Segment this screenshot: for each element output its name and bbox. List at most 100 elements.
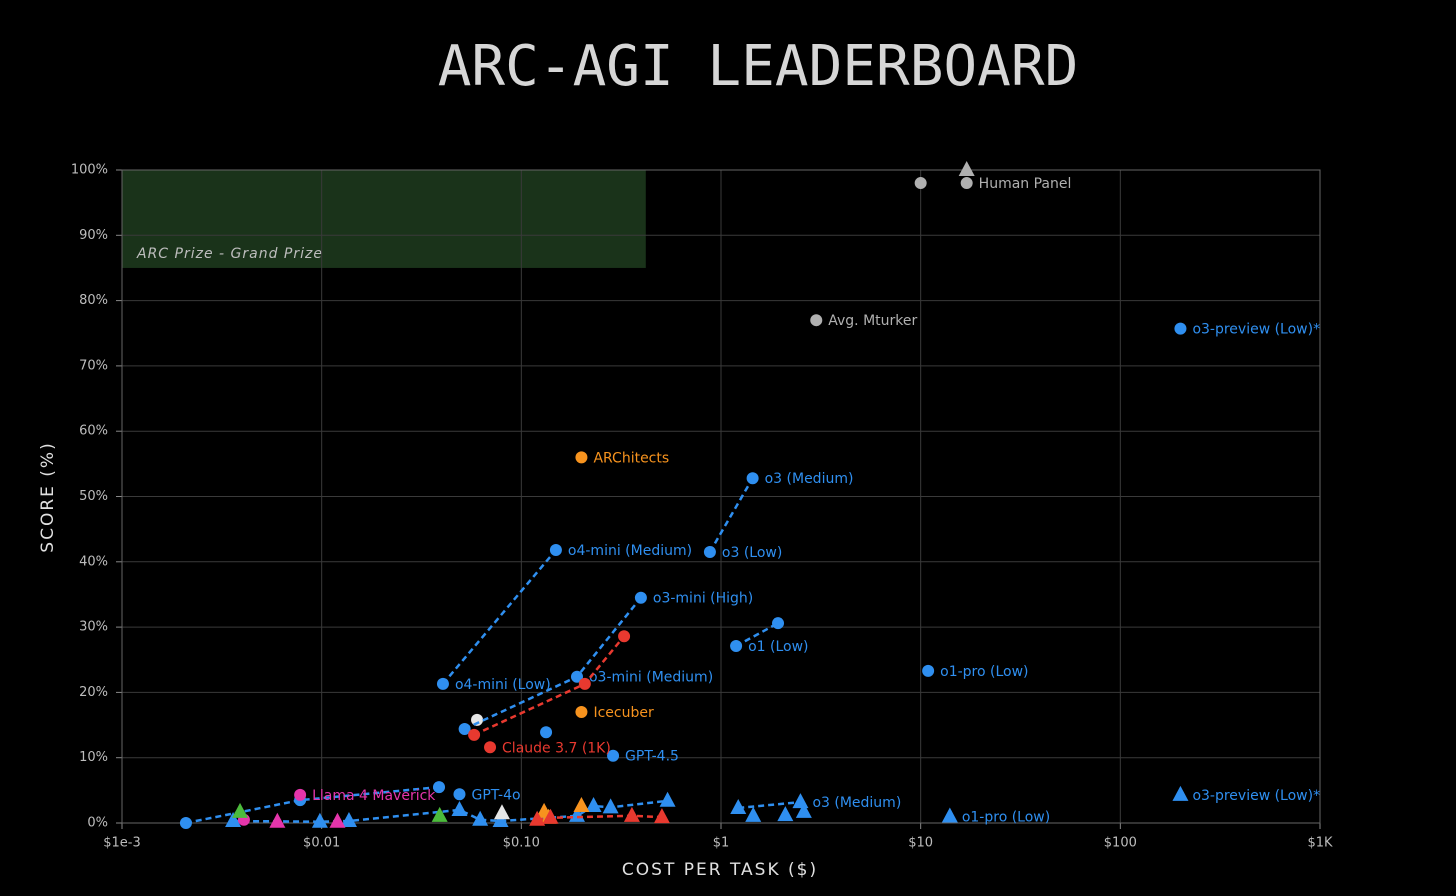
point — [453, 788, 466, 801]
point-label: GPT-4o — [471, 787, 520, 803]
y-axis-label: SCORE (%) — [38, 441, 58, 552]
point — [436, 677, 449, 690]
triangle-point — [311, 812, 328, 828]
triangle-point — [585, 797, 602, 813]
triangle-point — [1172, 785, 1189, 801]
dashed-line — [735, 622, 779, 648]
x-tick-label: $0.10 — [503, 836, 540, 851]
triangle-point — [573, 797, 590, 813]
point — [772, 617, 785, 630]
point — [468, 728, 481, 741]
triangle-point — [492, 812, 509, 828]
triangle-point — [232, 802, 249, 818]
triangle-point — [340, 812, 357, 828]
x-tick-label: $0.01 — [303, 836, 340, 851]
point-label: o4-mini (Medium) — [568, 543, 692, 559]
point — [634, 591, 647, 604]
triangle-point — [623, 806, 640, 822]
point — [458, 722, 471, 735]
region-label: ARC Prize - Grand Prize — [136, 246, 323, 262]
point-label: Human Panel — [979, 176, 1072, 192]
triangle-point — [529, 810, 546, 826]
triangle-point — [653, 808, 670, 824]
point-label: Claude 3.7 (1K) — [502, 740, 611, 756]
y-tick-label: 70% — [79, 358, 108, 373]
dashed-line — [738, 800, 801, 810]
triangle-point — [659, 791, 676, 807]
point — [471, 713, 484, 726]
triangle-point — [777, 806, 794, 822]
point — [922, 664, 935, 677]
point-label: GPT-4.5 — [625, 749, 679, 765]
point — [433, 781, 446, 794]
point-label: o3-preview (Low)* — [1192, 322, 1320, 338]
triangle-point — [941, 807, 958, 823]
triangle-point — [730, 798, 747, 814]
point-label: Llama 4 Maverick — [312, 788, 436, 804]
point — [540, 726, 553, 739]
point — [730, 640, 743, 653]
y-tick-label: 90% — [79, 228, 108, 243]
triangle-point — [795, 802, 812, 818]
x-tick-label: $1 — [713, 836, 730, 851]
x-tick-label: $1e-3 — [103, 836, 141, 851]
point — [570, 670, 583, 683]
point — [484, 741, 497, 754]
y-tick-label: 50% — [79, 489, 108, 504]
point-label: o3 (Low) — [722, 545, 782, 561]
y-tick-label: 40% — [79, 554, 108, 569]
y-tick-label: 60% — [79, 424, 108, 439]
point — [575, 705, 588, 718]
triangle-point — [329, 812, 346, 828]
triangle-point — [602, 798, 619, 814]
point — [549, 544, 562, 557]
point — [607, 749, 620, 762]
triangle-point — [472, 810, 489, 826]
x-tick-label: $1K — [1307, 836, 1333, 851]
grand-prize-region — [122, 170, 646, 268]
point — [960, 177, 973, 190]
point — [578, 677, 591, 690]
triangle-point — [451, 800, 468, 816]
triangle-point — [958, 161, 975, 176]
triangle-point — [493, 804, 510, 820]
point-label: o3 (Medium) — [765, 471, 854, 487]
point-label: o4-mini (Low) — [455, 677, 551, 693]
plot-frame — [121, 169, 1321, 824]
point-label: ARChitects — [593, 450, 669, 466]
y-tick-label: 20% — [79, 685, 108, 700]
point — [294, 788, 307, 801]
point — [575, 451, 588, 464]
triangle-point — [792, 793, 809, 809]
point — [703, 546, 716, 559]
chart-title: ARC-AGI LEADERBOARD — [438, 34, 1079, 99]
point — [914, 177, 927, 190]
point-label: o3-preview (Low)* — [1192, 788, 1320, 804]
y-tick-label: 10% — [79, 750, 108, 765]
triangle-point — [225, 812, 242, 828]
triangle-point — [431, 806, 448, 822]
x-axis-label: COST PER TASK ($) — [622, 860, 818, 880]
y-tick-label: 100% — [71, 163, 108, 178]
triangle-point — [542, 808, 559, 824]
dashed-line — [441, 549, 557, 685]
point-label: o3 (Medium) — [812, 795, 901, 811]
triangle-point — [269, 812, 286, 828]
y-tick-label: 0% — [87, 816, 108, 831]
point-label: Icecuber — [593, 705, 654, 721]
x-tick-label: $10 — [908, 836, 933, 851]
dashed-line — [708, 477, 754, 553]
y-tick-label: 30% — [79, 620, 108, 635]
dashed-line — [536, 814, 662, 821]
x-tick-label: $100 — [1104, 836, 1137, 851]
triangle-point — [745, 806, 762, 822]
point-label: o1 (Low) — [748, 639, 808, 655]
point — [618, 630, 631, 643]
point — [746, 472, 759, 485]
point-label: o1-pro (Low) — [940, 664, 1028, 680]
y-tick-label: 80% — [79, 293, 108, 308]
point — [179, 817, 192, 829]
point-label: o1-pro (Low) — [962, 809, 1050, 825]
point-label: Avg. Mturker — [828, 313, 917, 329]
